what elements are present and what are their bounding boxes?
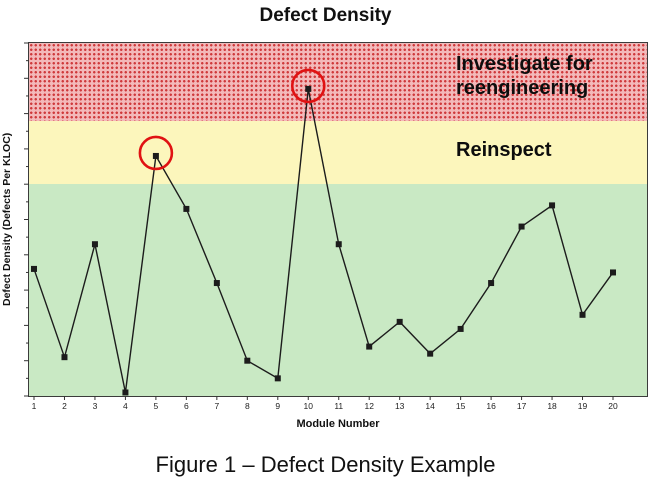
data-point-marker [61, 354, 68, 361]
x-tick-label: 9 [275, 401, 281, 411]
data-point-marker [274, 375, 281, 382]
x-tick-label: 11 [334, 401, 344, 411]
data-point-marker [366, 343, 373, 350]
zone-reinspect-label: Reinspect [456, 138, 552, 161]
x-tick-label: 20 [608, 401, 618, 411]
x-tick-label: 4 [123, 401, 128, 411]
x-tick-label: 17 [516, 401, 527, 411]
zone-reinspect: Reinspect [29, 120, 647, 186]
x-axis-label: Module Number [296, 418, 380, 430]
plot-area: Investigate for reengineering Reinspect [24, 42, 648, 400]
highlight-circle-module-5 [138, 135, 174, 171]
data-point-marker [457, 325, 464, 332]
x-tick-label: 3 [92, 401, 98, 411]
data-point-marker [549, 202, 556, 209]
data-point-marker [335, 241, 342, 248]
data-point-marker [152, 152, 159, 159]
x-tick-label: 10 [303, 401, 313, 411]
data-point-marker [183, 205, 190, 212]
data-point-marker [91, 241, 98, 248]
x-tick-label: 12 [364, 401, 374, 411]
x-tick-label: 6 [183, 401, 189, 411]
x-tick-label: 2 [62, 401, 67, 411]
zone-investigate: Investigate for reengineering [29, 43, 647, 122]
x-tick-label: 18 [547, 401, 557, 411]
data-point-marker [244, 357, 251, 364]
data-line [33, 88, 614, 393]
x-tick-label: 16 [486, 401, 496, 411]
data-point-marker [396, 318, 403, 325]
zone-investigate-label: Investigate for reengineering [456, 53, 593, 100]
chart-title: Defect Density [259, 5, 392, 26]
figure-caption: Figure 1 – Defect Density Example [155, 452, 496, 477]
data-point-marker [518, 223, 525, 230]
data-point-marker [122, 389, 129, 396]
x-axis-tick-labels: 1 2 3 4 5 6 7 8 9 10 11 12 13 14 15 16 17 18 19 20 [29, 400, 647, 413]
x-tick-label: 19 [577, 401, 588, 411]
data-point-marker [213, 280, 220, 287]
x-tick-label: 13 [394, 401, 405, 411]
line-chart-svg [24, 42, 616, 400]
data-point-marker [579, 311, 586, 318]
x-tick-label: 7 [214, 401, 220, 411]
data-point-marker [488, 280, 495, 287]
x-tick-label: 15 [455, 401, 466, 411]
x-tick-label: 5 [153, 401, 159, 411]
x-tick-label: 14 [425, 401, 435, 411]
y-axis-label: Defect Density (Defects Per KLOC) [1, 132, 13, 307]
x-tick-label: 1 [31, 401, 37, 411]
data-point-marker [610, 269, 616, 276]
x-tick-label: 8 [244, 401, 250, 411]
highlight-circle-module-10 [290, 68, 326, 104]
zone-acceptable [29, 184, 647, 396]
data-point-marker [427, 350, 434, 357]
data-point-marker [31, 265, 37, 272]
data-point-marker [305, 85, 312, 92]
